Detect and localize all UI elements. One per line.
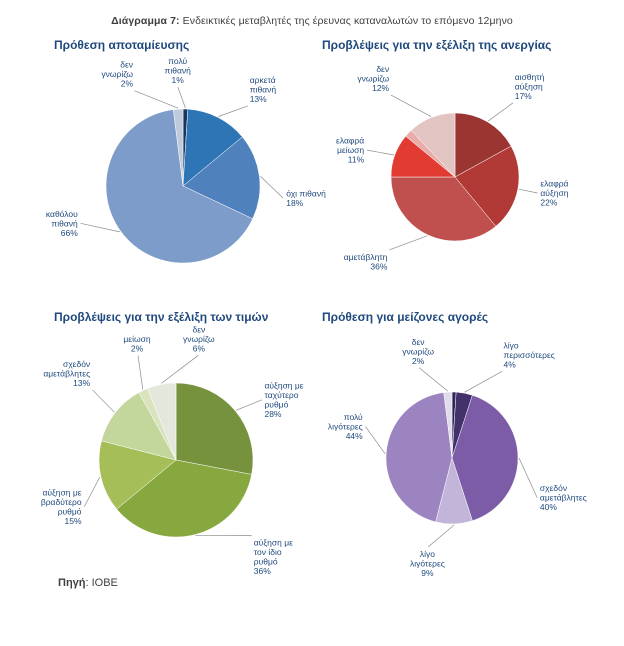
slice-label: ελαφρά αύξηση 22% xyxy=(540,179,568,208)
label-line xyxy=(365,426,386,454)
slice-label: δεν γνωρίζω 2% xyxy=(402,337,434,366)
chart-cell-unemployment: Προβλέψεις για την εξέλιξη της ανεργίας … xyxy=(312,36,592,312)
pie-slice xyxy=(173,108,184,187)
pie-chart-purchases: λίγο περισσότερες 4% σχεδόν αμετάβλητες 40% λί… xyxy=(328,337,587,578)
label-line xyxy=(260,175,284,199)
pie-chart-unemployment: αισθητή αύξηση 17% ελαφρά αύξηση 22% αμετάβλητ… xyxy=(336,64,569,272)
label-line xyxy=(92,389,115,413)
label-line xyxy=(177,87,186,109)
label-line xyxy=(235,399,263,411)
pie-slice xyxy=(101,392,177,461)
slice-label: σχεδόν αμετάβλητες 40% xyxy=(540,483,587,512)
label-line xyxy=(518,188,538,194)
slice-label: αύξηση με ταχύτερο ρυθμό 28% xyxy=(264,381,303,420)
page-title-label: Διάγραμμα 7: xyxy=(111,15,180,27)
source-note: Πηγή: ΙΟΒΕ xyxy=(58,577,118,589)
pie-slice xyxy=(175,382,254,475)
label-line xyxy=(390,94,432,117)
label-line xyxy=(518,457,538,498)
pie-slice xyxy=(443,391,453,459)
pie-slice xyxy=(454,112,512,178)
page-title-text: Ενδεικτικές μεταβλητές της έρευνας καταν… xyxy=(179,15,513,27)
slice-label: ελαφρά μείωση 11% xyxy=(336,136,365,165)
chart-title-savings: Πρόθεση αποταμίευσης xyxy=(54,38,190,52)
chart-title-unemployment: Προβλέψεις για την εξέλιξη της ανεργίας xyxy=(322,38,552,52)
slice-label: μείωση 2% xyxy=(123,334,150,354)
slice-label: δεν γνωρίζω 12% xyxy=(357,64,389,93)
slice-label: αύξηση με τον ίδιο ρυθμό 36% xyxy=(254,538,293,577)
slice-label: πολύ πιθανή 1% xyxy=(164,56,191,85)
pie-slice xyxy=(390,176,497,242)
pie-slice xyxy=(182,136,261,220)
label-line xyxy=(134,90,179,109)
label-line xyxy=(218,105,248,117)
chart-cell-prices: Προβλέψεις για την εξέλιξη των τιμών αύξ… xyxy=(41,308,324,584)
source-label: Πηγή xyxy=(58,577,86,589)
slice-label: πολύ λιγότερες 44% xyxy=(328,412,363,441)
slice-label: δεν γνωρίζω 2% xyxy=(101,60,133,89)
pie-slice xyxy=(454,145,520,227)
pie-chart-prices: αύξηση με ταχύτερο ρυθμό 28% αύξηση με τον ίδ… xyxy=(41,324,304,577)
slice-label: λίγο λιγότερες 9% xyxy=(410,549,445,578)
slice-label: όχι πιθανή 18% xyxy=(286,189,326,209)
pie-slice xyxy=(147,382,177,461)
chart-title-purchases: Πρόθεση για μείζονες αγορές xyxy=(322,310,489,324)
slice-label: αρκετά πιθανή 13% xyxy=(250,75,277,104)
label-line xyxy=(137,355,144,390)
label-line xyxy=(389,235,428,251)
slice-label: αισθητή αύξηση 17% xyxy=(515,72,545,101)
slice-label: αύξηση με βραδύτερο ρυθμό 15% xyxy=(41,488,82,527)
label-line xyxy=(83,476,101,507)
pie-slice xyxy=(182,108,243,187)
label-line xyxy=(366,149,394,156)
chart-cell-savings: Πρόθεση αποταμίευσης πολύ πιθανή 1% αρκετά π… xyxy=(44,36,326,312)
pie-slice xyxy=(98,440,177,510)
page-title: Διάγραμμα 7: Ενδεικτικές μεταβλητές της … xyxy=(30,15,594,27)
label-line xyxy=(487,102,514,122)
pie-slice xyxy=(451,394,519,522)
slice-label: λίγο περισσότερες 4% xyxy=(504,340,555,369)
pie-slice xyxy=(116,459,252,538)
slice-label: καθόλου πιθανή 66% xyxy=(46,209,78,238)
pie-chart-savings: πολύ πιθανή 1% αρκετά πιθανή 13% όχι πιθανή 18%… xyxy=(46,56,326,264)
pie-slice xyxy=(410,112,456,178)
slice-label: αμετάβλητη 36% xyxy=(344,252,388,272)
label-line xyxy=(418,367,449,392)
slice-label: σχεδόν αμετάβλητες 13% xyxy=(43,359,90,388)
label-line xyxy=(161,355,199,384)
label-line xyxy=(427,524,455,548)
label-line xyxy=(80,222,120,233)
label-line xyxy=(464,371,503,393)
source-text: : ΙΟΒΕ xyxy=(85,577,118,589)
slice-label: δεν γνωρίζω 6% xyxy=(183,324,215,353)
pie-slice xyxy=(105,109,254,264)
pie-slice xyxy=(385,392,453,523)
chart-title-prices: Προβλέψεις για την εξέλιξη των τιμών xyxy=(54,310,269,324)
chart-cell-purchases: Πρόθεση για μείζονες αγορές λίγο περισσότ… xyxy=(312,308,592,584)
